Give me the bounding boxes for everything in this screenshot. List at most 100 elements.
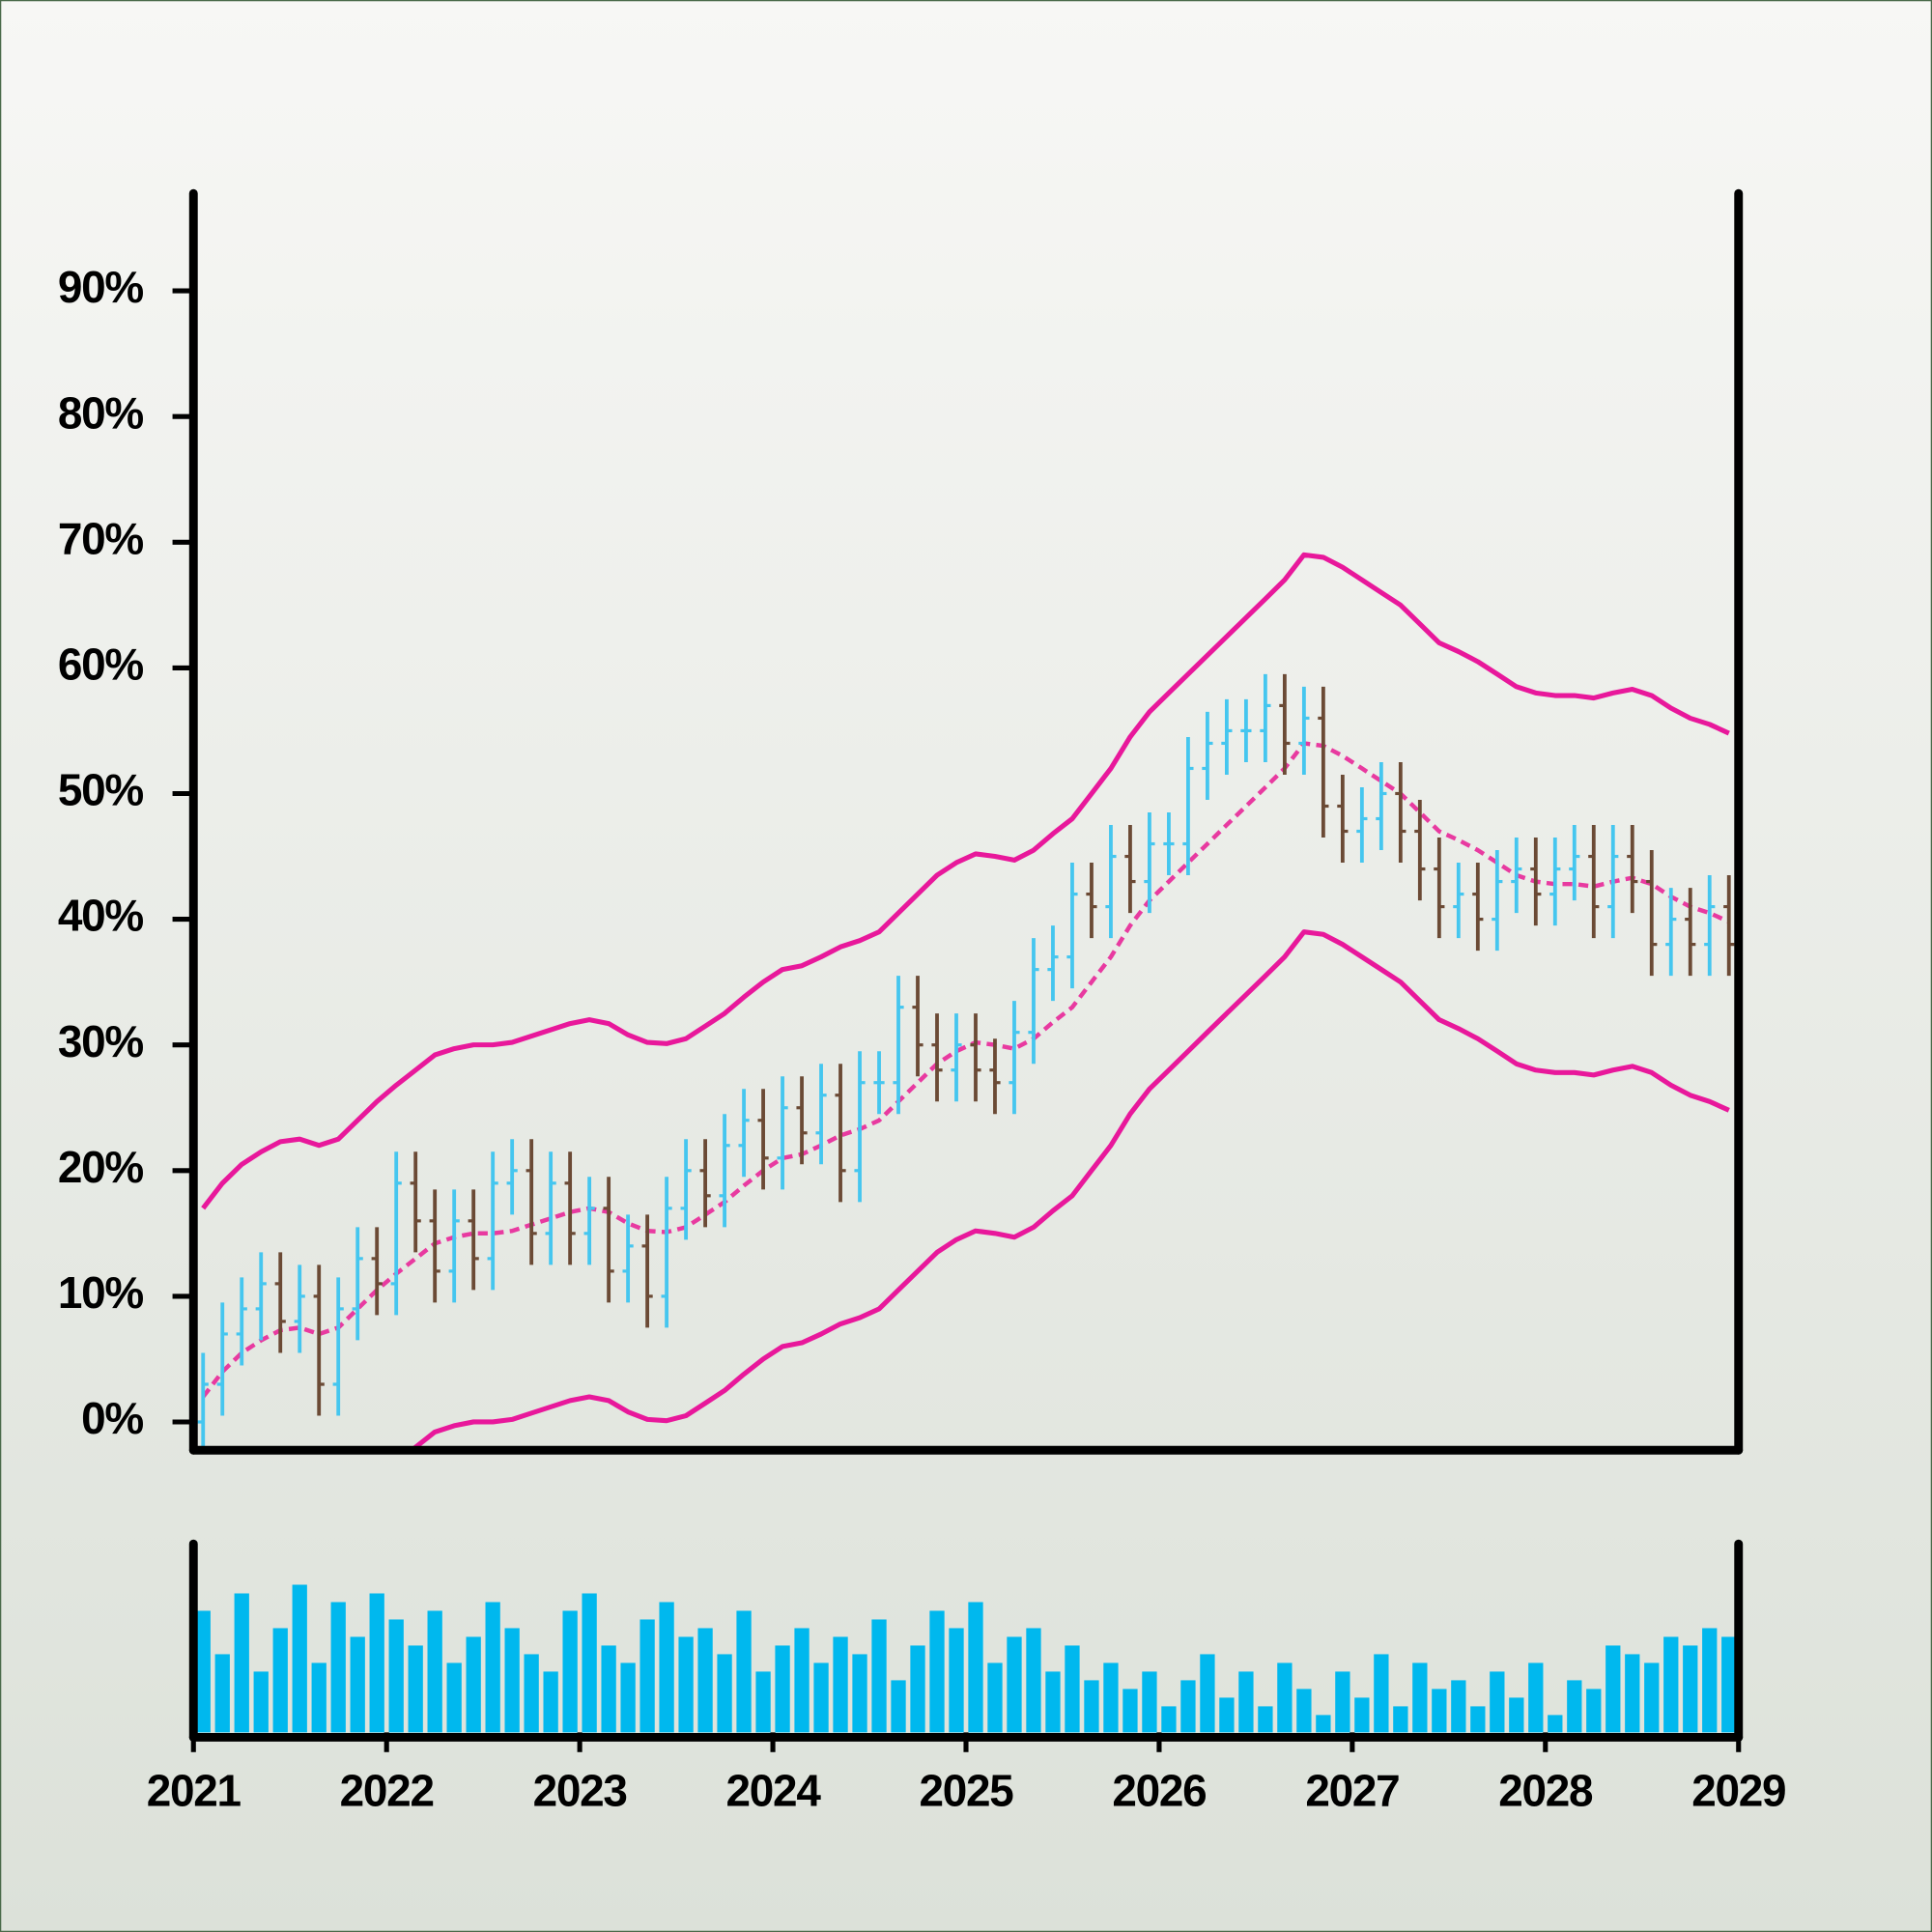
volume-bar [350, 1636, 365, 1733]
volume-bar [1065, 1645, 1080, 1733]
volume-bar [330, 1602, 346, 1733]
volume-bar [833, 1636, 848, 1733]
y-tick-label: 0% [81, 1393, 143, 1443]
volume-bar [1509, 1697, 1524, 1733]
volume-bar [1721, 1636, 1737, 1733]
volume-bar [871, 1619, 887, 1733]
volume-bar [234, 1593, 249, 1733]
volume-bar [1045, 1671, 1061, 1733]
y-tick-label: 30% [58, 1016, 144, 1066]
volume-bar [1180, 1680, 1196, 1733]
volume-bar [1605, 1645, 1621, 1733]
x-tick-label: 2028 [1498, 1765, 1593, 1815]
volume-bar [910, 1645, 925, 1733]
y-tick-label: 20% [58, 1142, 144, 1192]
volume-bar [697, 1628, 713, 1733]
volume-bar [1412, 1662, 1428, 1733]
volume-bar [717, 1654, 732, 1733]
volume-bar [427, 1610, 442, 1733]
volume-bar [601, 1645, 616, 1733]
y-tick-label: 60% [58, 639, 144, 690]
x-tick-label: 2024 [726, 1765, 822, 1815]
volume-bar [794, 1628, 810, 1733]
volume-bar [775, 1645, 790, 1733]
volume-bar [311, 1662, 327, 1733]
lower-band [407, 929, 1730, 1451]
volume-bar [1548, 1715, 1563, 1733]
upper-band [201, 552, 1730, 1210]
volume-bar [1528, 1662, 1544, 1733]
volume-bar [891, 1680, 906, 1733]
volume-bar [1490, 1671, 1505, 1733]
volume-bar [1103, 1662, 1119, 1733]
volume-bar [1258, 1706, 1273, 1733]
volume-bar [1393, 1706, 1408, 1733]
y-tick-label: 40% [58, 891, 144, 941]
volume-bar [949, 1628, 964, 1733]
volume-bar [446, 1662, 462, 1733]
x-tick-label: 2029 [1691, 1765, 1785, 1815]
volume-bar [1200, 1654, 1215, 1733]
x-tick-label: 2025 [919, 1765, 1013, 1815]
volume-bar [1586, 1689, 1602, 1733]
volume-bar [639, 1619, 655, 1733]
volume-bar [736, 1610, 752, 1733]
volume-bar [1432, 1689, 1447, 1733]
volume-bar [562, 1610, 578, 1733]
volume-bar [253, 1671, 269, 1733]
volume-bar [1007, 1636, 1022, 1733]
volume-bar [1161, 1706, 1177, 1733]
volume-bar [292, 1584, 307, 1733]
volume-bar [1470, 1706, 1486, 1733]
volume-bar [968, 1602, 983, 1733]
volume-bar [1219, 1697, 1235, 1733]
volume-bar [620, 1662, 636, 1733]
y-tick-label: 10% [58, 1267, 144, 1318]
volume-bar [1238, 1671, 1254, 1733]
volume-bar [852, 1654, 867, 1733]
x-tick-label: 2026 [1112, 1765, 1206, 1815]
volume-bar [582, 1593, 597, 1733]
volume-bar [1142, 1671, 1157, 1733]
volume-bar [1335, 1671, 1350, 1733]
volume-bar [1683, 1645, 1698, 1733]
volume-bar [408, 1645, 423, 1733]
volume-bar [1122, 1689, 1138, 1733]
volume-bar [272, 1628, 288, 1733]
volume-bar [1354, 1697, 1370, 1733]
volume-bar [1663, 1636, 1679, 1733]
y-tick-label: 50% [58, 765, 144, 815]
volume-bar [1702, 1628, 1718, 1733]
volume-bar [1026, 1628, 1041, 1733]
y-tick-label: 70% [58, 513, 144, 563]
volume-bar [813, 1662, 829, 1733]
volume-bar [485, 1602, 500, 1733]
x-tick-label: 2027 [1305, 1765, 1399, 1815]
y-tick-label: 80% [58, 387, 144, 438]
volume-area [195, 1584, 1737, 1733]
volume-bar [1451, 1680, 1466, 1733]
volume-bar [466, 1636, 481, 1733]
volume-bar [755, 1671, 771, 1733]
volume-bar [524, 1654, 539, 1733]
volume-bar [369, 1593, 384, 1733]
volume-bar [214, 1654, 230, 1733]
volume-bar [1374, 1654, 1389, 1733]
plot-area [197, 552, 1735, 1451]
volume-bar [1296, 1689, 1312, 1733]
y-tick-label: 90% [58, 262, 144, 312]
volume-bar [388, 1619, 404, 1733]
volume-bar [1316, 1715, 1331, 1733]
volume-bar [929, 1610, 945, 1733]
volume-bar [1277, 1662, 1293, 1733]
x-tick-label: 2022 [340, 1765, 434, 1815]
volume-bar [659, 1602, 674, 1733]
volume-bar [1084, 1680, 1099, 1733]
axes: 0% 10% 20% 30% 40% 50% 60% 70% 80% 90% 2021 2022 202… [58, 188, 1787, 1815]
volume-bar [987, 1662, 1003, 1733]
volume-bar [543, 1671, 558, 1733]
x-tick-label: 2023 [533, 1765, 627, 1815]
